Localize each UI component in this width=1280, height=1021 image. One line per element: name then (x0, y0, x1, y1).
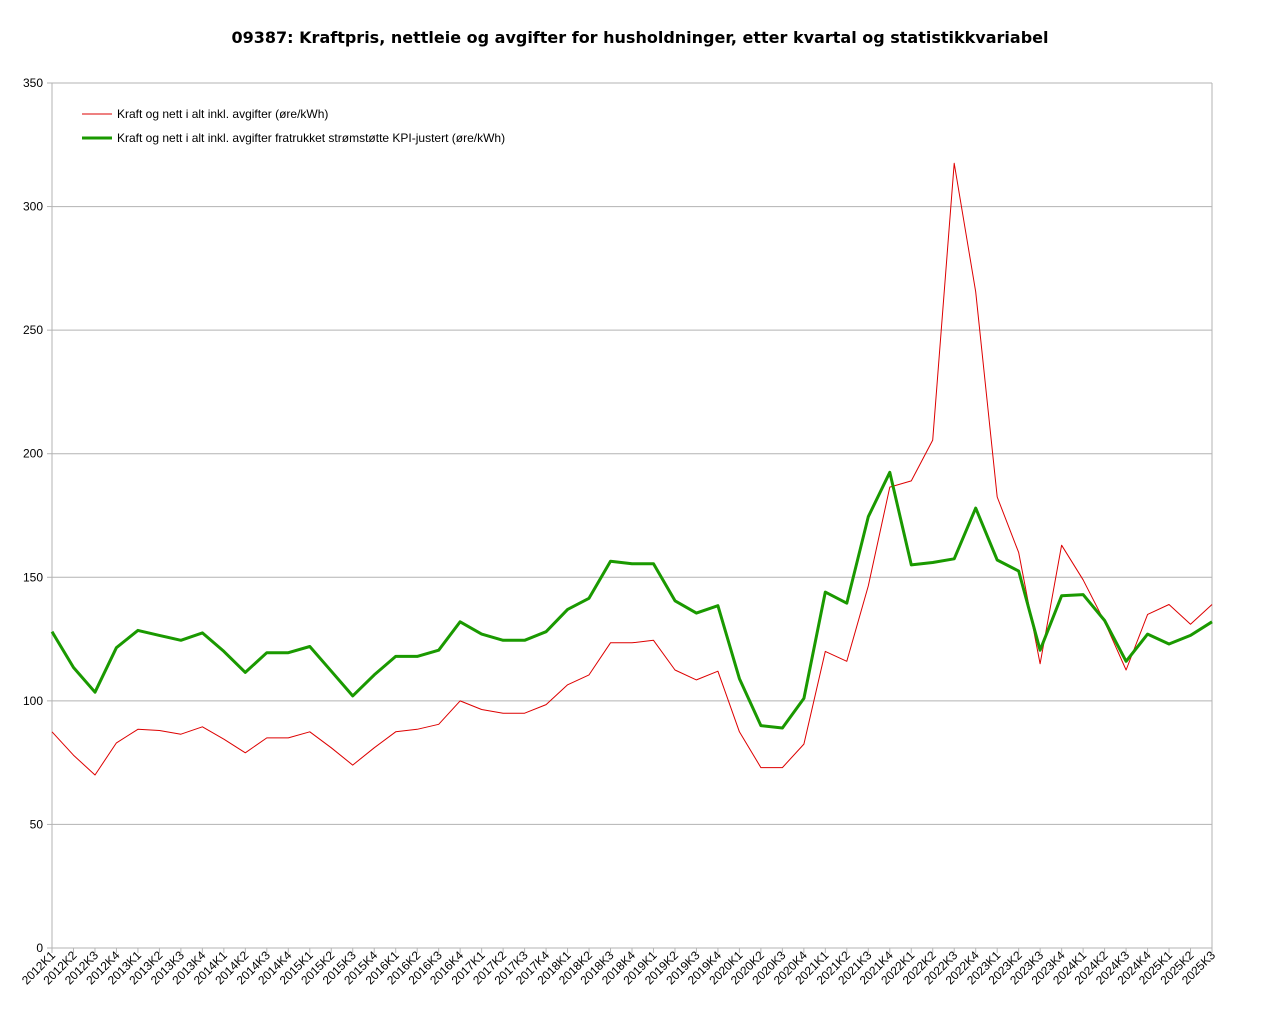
series-lines (50, 162, 1213, 776)
y-axis-ticks: 0 50 100 150 200 250 300 350 (23, 76, 52, 955)
y-tick-label: 250 (23, 323, 43, 337)
legend: Kraft og nett i alt inkl. avgifter (øre/… (82, 107, 505, 145)
series-line-1 (51, 162, 1213, 776)
y-tick-label: 50 (30, 817, 44, 831)
y-tick-label: 0 (36, 941, 43, 955)
legend-label-2: Kraft og nett i alt inkl. avgifter fratr… (117, 131, 505, 145)
y-tick-label: 350 (23, 76, 43, 90)
x-axis-ticks: 2012K12012K22012K32012K42013K12013K22013… (19, 948, 1218, 987)
legend-label-1: Kraft og nett i alt inkl. avgifter (øre/… (117, 107, 328, 121)
y-tick-label: 200 (23, 447, 43, 461)
chart-title: 09387: Kraftpris, nettleie og avgifter f… (231, 28, 1049, 47)
y-tick-label: 100 (23, 694, 43, 708)
y-tick-label: 300 (23, 200, 43, 214)
gridlines (52, 82, 1212, 949)
series-line-2 (50, 470, 1213, 730)
axes (51, 83, 1213, 949)
y-tick-label: 150 (23, 570, 43, 584)
